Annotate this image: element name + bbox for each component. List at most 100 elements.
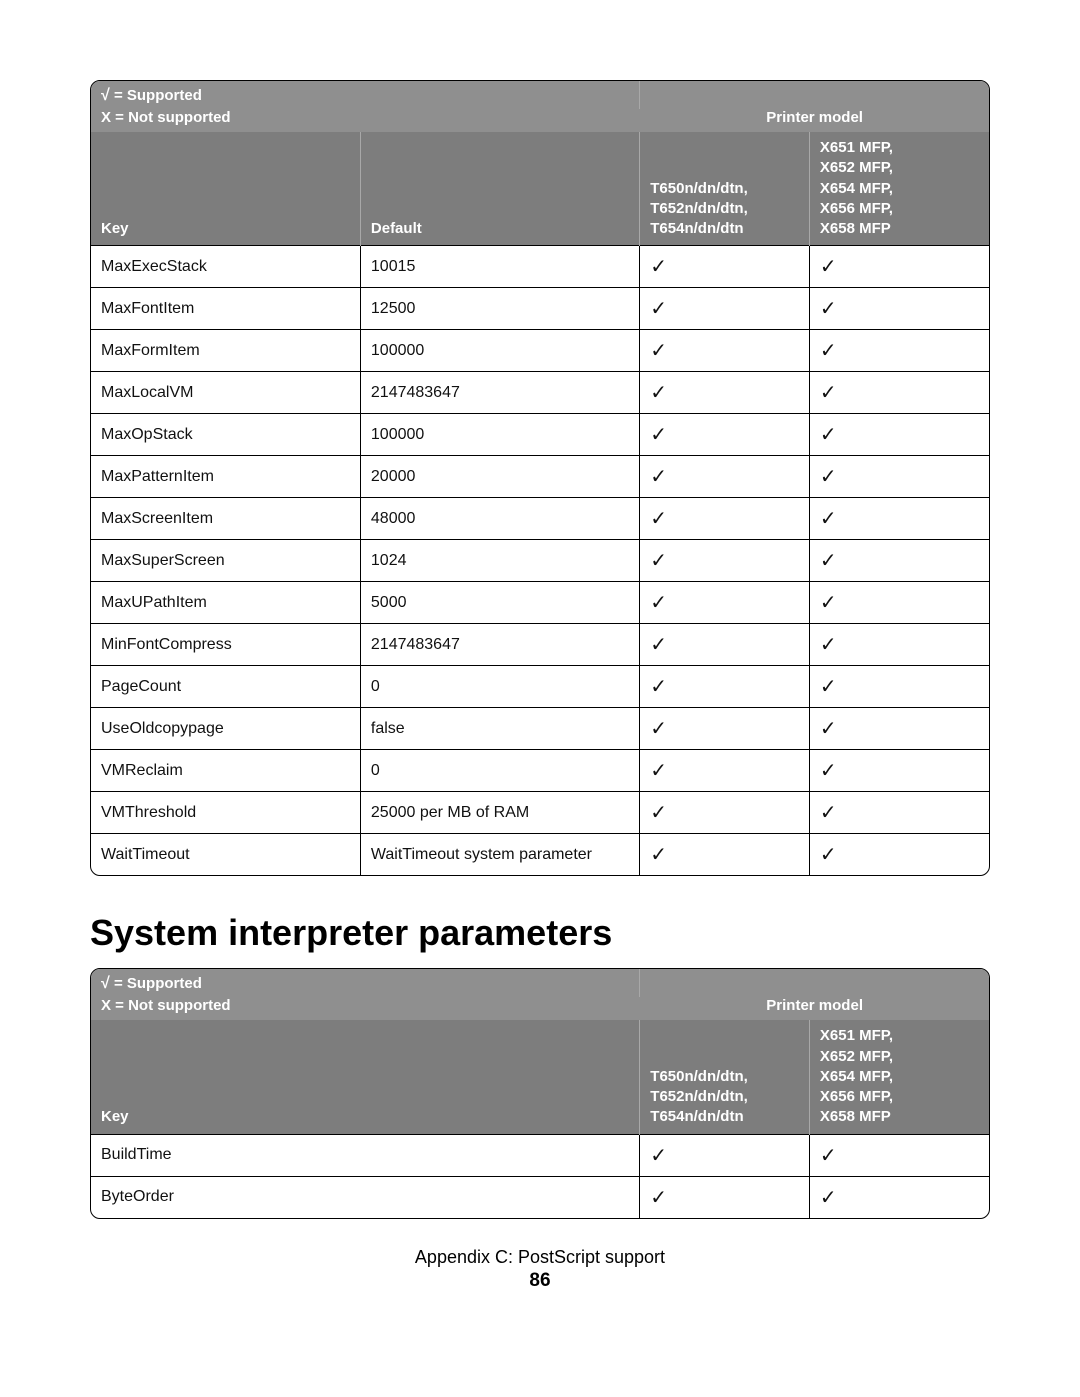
cell-m1 — [640, 792, 810, 834]
cell-m2 — [809, 288, 989, 330]
cell-m1 — [640, 456, 810, 498]
table-row: UseOldcopypagefalse — [91, 708, 989, 750]
cell-key: PageCount — [91, 666, 360, 708]
col-model2: X651 MFP,X652 MFP,X654 MFP,X656 MFP,X658… — [809, 132, 989, 246]
cell-m1 — [640, 1176, 810, 1218]
table2-body: BuildTimeByteOrder — [91, 1134, 989, 1218]
cell-def: 48000 — [360, 498, 639, 540]
cell-m1 — [640, 1134, 810, 1176]
cell-def: 1024 — [360, 540, 639, 582]
cell-m2 — [809, 330, 989, 372]
cell-m2 — [809, 834, 989, 876]
col-model1: T650n/dn/dtn,T652n/dn/dtn,T654n/dn/dtn — [640, 132, 810, 246]
table-row: MaxScreenItem48000 — [91, 498, 989, 540]
cell-key: ByteOrder — [91, 1176, 640, 1218]
table-row: ByteOrder — [91, 1176, 989, 1218]
cell-def: 0 — [360, 666, 639, 708]
check-icon — [650, 634, 667, 656]
legend-supported: = Supported — [114, 975, 202, 992]
table-row: MaxExecStack10015 — [91, 246, 989, 288]
cell-m2 — [809, 624, 989, 666]
check-icon — [820, 634, 837, 656]
table-row: MaxOpStack100000 — [91, 414, 989, 456]
table-row: MaxFormItem100000 — [91, 330, 989, 372]
check-icon — [820, 1187, 837, 1209]
table-row: BuildTime — [91, 1134, 989, 1176]
check-icon — [101, 975, 110, 992]
check-icon — [650, 382, 667, 404]
legend-cell: = Supported — [91, 969, 640, 997]
check-icon — [101, 87, 110, 104]
cell-def: 100000 — [360, 330, 639, 372]
cell-def: 10015 — [360, 246, 639, 288]
check-icon — [650, 424, 667, 446]
legend-cell: = Supported — [91, 81, 640, 109]
check-icon — [820, 550, 837, 572]
footer-page: 86 — [90, 1270, 990, 1292]
printer-model-header: Printer model — [640, 969, 989, 1020]
cell-key: MaxExecStack — [91, 246, 360, 288]
parameter-table-1: = Supported Printer model X = Not suppor… — [90, 80, 990, 876]
cell-m1 — [640, 582, 810, 624]
table-row: MaxUPathItem5000 — [91, 582, 989, 624]
check-icon — [650, 298, 667, 320]
check-icon — [820, 676, 837, 698]
check-icon — [820, 718, 837, 740]
table-row: WaitTimeoutWaitTimeout system parameter — [91, 834, 989, 876]
check-icon — [820, 844, 837, 866]
page-footer: Appendix C: PostScript support 86 — [90, 1247, 990, 1292]
check-icon — [820, 802, 837, 824]
check-icon — [820, 340, 837, 362]
cell-key: VMThreshold — [91, 792, 360, 834]
check-icon — [650, 1145, 667, 1167]
cell-m2 — [809, 750, 989, 792]
legend-not-supported: X = Not supported — [91, 109, 640, 132]
cell-m2 — [809, 666, 989, 708]
cell-m1 — [640, 750, 810, 792]
check-icon — [820, 298, 837, 320]
printer-model-header: Printer model — [640, 81, 989, 132]
cell-def: 2147483647 — [360, 624, 639, 666]
check-icon — [820, 760, 837, 782]
cell-m2 — [809, 372, 989, 414]
col-key: Key — [91, 132, 360, 246]
table-row: VMReclaim0 — [91, 750, 989, 792]
cell-key: MaxPatternItem — [91, 456, 360, 498]
check-icon — [820, 256, 837, 278]
cell-def: 2147483647 — [360, 372, 639, 414]
cell-def: 100000 — [360, 414, 639, 456]
check-icon — [650, 802, 667, 824]
cell-key: BuildTime — [91, 1134, 640, 1176]
legend-not-supported: X = Not supported — [91, 997, 640, 1020]
footer-appendix: Appendix C: PostScript support — [90, 1247, 990, 1268]
check-icon — [650, 466, 667, 488]
check-icon — [650, 676, 667, 698]
table-row: MinFontCompress2147483647 — [91, 624, 989, 666]
cell-m2 — [809, 456, 989, 498]
cell-m2 — [809, 1134, 989, 1176]
cell-def: 25000 per MB of RAM — [360, 792, 639, 834]
cell-m2 — [809, 540, 989, 582]
cell-key: VMReclaim — [91, 750, 360, 792]
cell-m2 — [809, 414, 989, 456]
cell-m1 — [640, 246, 810, 288]
cell-key: MaxOpStack — [91, 414, 360, 456]
cell-m2 — [809, 582, 989, 624]
check-icon — [820, 424, 837, 446]
cell-key: MinFontCompress — [91, 624, 360, 666]
legend-supported: = Supported — [114, 87, 202, 104]
table-row: PageCount0 — [91, 666, 989, 708]
cell-m1 — [640, 288, 810, 330]
check-icon — [650, 718, 667, 740]
table-row: MaxLocalVM2147483647 — [91, 372, 989, 414]
cell-m1 — [640, 540, 810, 582]
cell-m1 — [640, 330, 810, 372]
section-title: System interpreter parameters — [90, 912, 990, 954]
table-row: MaxPatternItem20000 — [91, 456, 989, 498]
cell-m1 — [640, 666, 810, 708]
cell-key: UseOldcopypage — [91, 708, 360, 750]
cell-def: false — [360, 708, 639, 750]
cell-m2 — [809, 708, 989, 750]
cell-def: 20000 — [360, 456, 639, 498]
col-default: Default — [360, 132, 639, 246]
